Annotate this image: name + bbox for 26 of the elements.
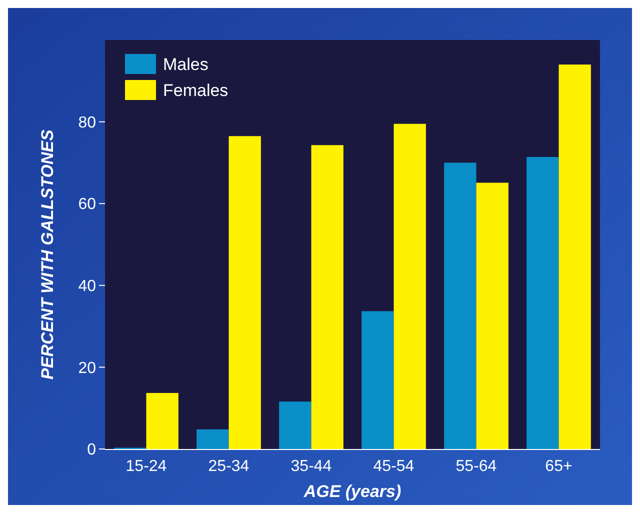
bar xyxy=(394,124,426,449)
x-tick-label: 25-34 xyxy=(208,458,250,475)
x-axis-title: AGE (years) xyxy=(302,482,402,501)
bar xyxy=(311,145,344,449)
bar xyxy=(526,156,559,449)
y-tick-label: 0 xyxy=(87,442,96,459)
y-axis-title: PERCENT WITH GALLSTONES xyxy=(38,128,57,380)
legend-label: Females xyxy=(163,80,228,100)
bar xyxy=(228,136,261,449)
x-tick-label: 45-54 xyxy=(373,458,414,475)
bar xyxy=(444,162,476,449)
bar xyxy=(279,402,312,449)
bar xyxy=(196,429,229,449)
bar xyxy=(558,64,591,449)
x-tick-label: 15-24 xyxy=(126,458,167,475)
y-tick-label: 80 xyxy=(78,114,96,132)
y-tick-label: 40 xyxy=(78,278,96,295)
bar xyxy=(146,392,178,449)
bar xyxy=(476,182,508,449)
x-tick-label: 35-44 xyxy=(290,458,332,475)
legend-label: Males xyxy=(163,54,208,74)
x-tick-label: 55-64 xyxy=(456,458,497,475)
x-tick-label: 65+ xyxy=(545,458,572,475)
y-tick-label: 60 xyxy=(78,196,96,214)
bar xyxy=(362,311,394,449)
y-tick-label: 20 xyxy=(78,360,96,377)
